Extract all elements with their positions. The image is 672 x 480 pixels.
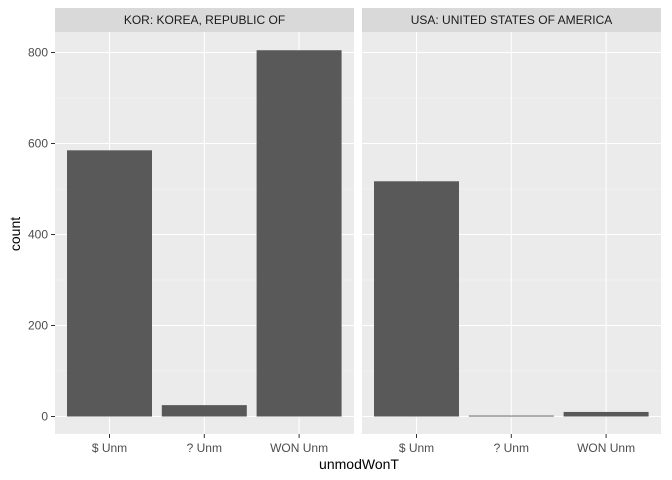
y-tick-label: 0 [41, 410, 48, 424]
y-tick-label: 800 [28, 46, 48, 60]
panels-layer: KOR: KOREA, REPUBLIC OF $ Unm ? Unm WON Unm… [55, 8, 661, 455]
bar [374, 181, 459, 417]
x-tick-label: $ Unm [92, 441, 127, 455]
x-tick-label: WON Unm [577, 441, 635, 455]
facet-panel: USA: UNITED STATES OF AMERICA $ Unm ? Unm W… [362, 8, 661, 455]
facet-strip-label: USA: UNITED STATES OF AMERICA [411, 13, 613, 27]
facet-strip [362, 8, 661, 32]
facet-strip-label: KOR: KOREA, REPUBLIC OF [124, 13, 285, 27]
bar [161, 405, 247, 417]
y-axis: 0 200 400 600 800 [28, 46, 55, 424]
facet-panel: KOR: KOREA, REPUBLIC OF $ Unm ? Unm WON Unm [55, 8, 354, 455]
x-tick-label: ? Unm [187, 441, 222, 455]
x-tick-label: $ Unm [399, 441, 434, 455]
y-tick-label: 200 [28, 319, 48, 333]
bar [563, 411, 649, 417]
y-tick-label: 600 [28, 137, 48, 151]
bar [67, 150, 152, 417]
facet-strip [55, 8, 354, 32]
x-tick-label: WON Unm [270, 441, 328, 455]
bar [468, 415, 554, 417]
x-tick-label: ? Unm [494, 441, 529, 455]
y-tick-label: 400 [28, 228, 48, 242]
bar [256, 50, 342, 417]
y-axis-title: count [7, 217, 23, 251]
x-axis-title: unmodWonT [319, 456, 399, 472]
